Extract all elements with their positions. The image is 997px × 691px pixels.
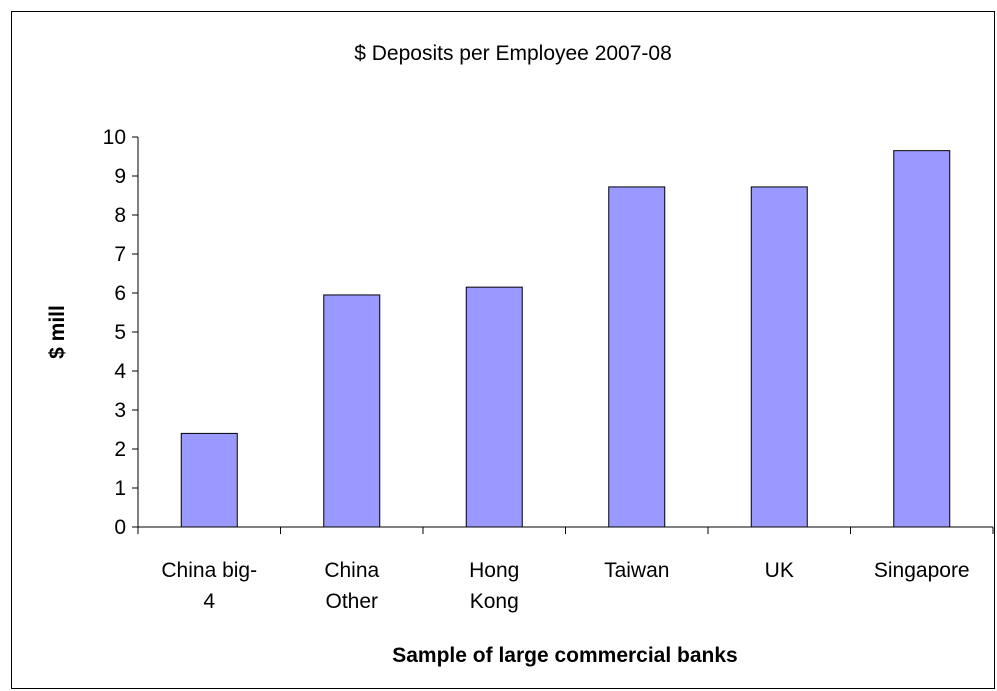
- bar-china-big-4: [180, 432, 238, 528]
- x-category-label: Taiwan: [604, 559, 669, 582]
- plot-area: 0 1 2 3 4 5 6 7 8 9 10 China big-4 China Other Hong Kon…: [103, 126, 994, 613]
- x-category-label: China big-4: [161, 559, 257, 613]
- y-tick-label: 3: [114, 399, 126, 422]
- x-axis-title: Sample of large commercial banks: [392, 644, 737, 667]
- x-category-label: UK: [765, 559, 794, 582]
- bar-singapore: [893, 150, 951, 528]
- x-category-label: China Other: [324, 559, 379, 613]
- y-tick-label: 5: [114, 321, 126, 344]
- y-tick-label: 1: [114, 477, 126, 500]
- bar-uk: [750, 186, 808, 528]
- chart-title: $ Deposits per Employee 2007-08: [354, 42, 672, 65]
- y-tick-label: 2: [114, 438, 126, 461]
- y-tick-label: 8: [114, 204, 126, 227]
- y-tick-label: 0: [114, 516, 126, 539]
- x-category-label: Hong Kong: [469, 559, 519, 613]
- y-tick-label: 10: [103, 126, 126, 149]
- bar-china-other: [323, 294, 381, 528]
- y-axis-title: $ mill: [46, 305, 69, 359]
- y-tick-label: 9: [114, 165, 126, 188]
- y-tick-label: 7: [114, 243, 126, 266]
- bar-hong-kong: [465, 286, 523, 528]
- y-tick-label: 4: [114, 360, 126, 383]
- bar-taiwan: [608, 186, 666, 528]
- y-tick-label: 6: [114, 282, 126, 305]
- x-category-label: Singapore: [874, 559, 970, 582]
